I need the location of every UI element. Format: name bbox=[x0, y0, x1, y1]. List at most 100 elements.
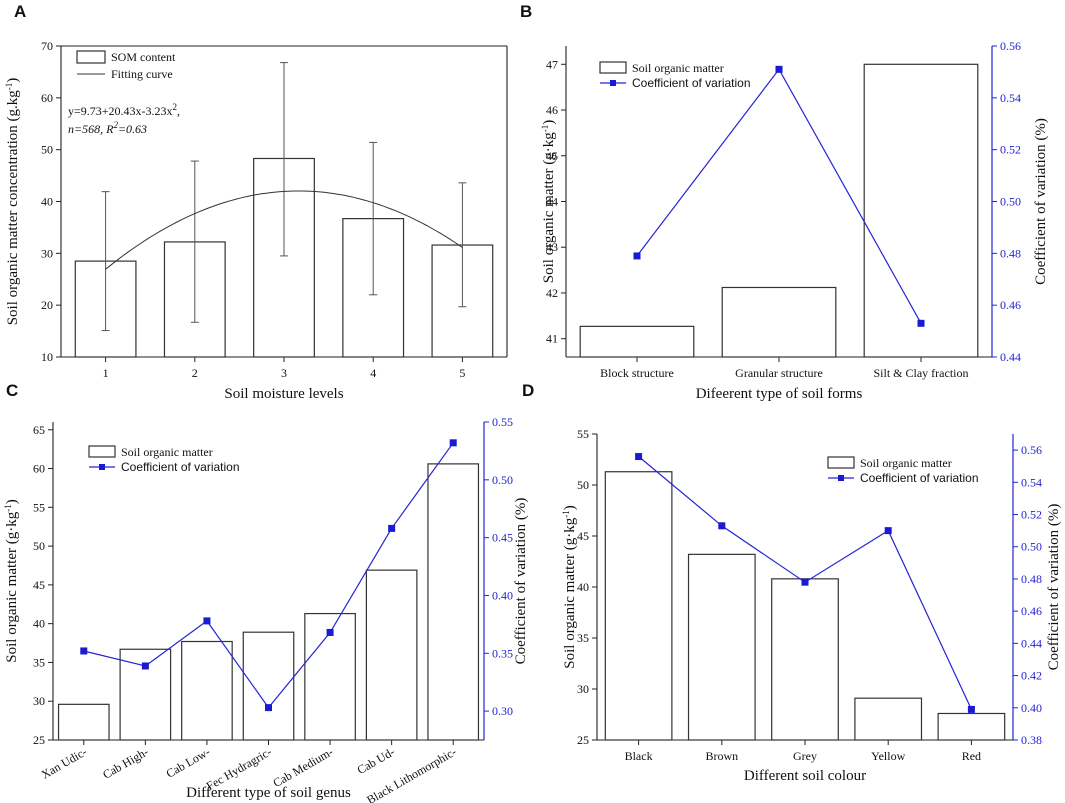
bar bbox=[721, 286, 837, 358]
legend-label: Soil organic matter bbox=[121, 445, 213, 459]
y2-tick-label: 0.46 bbox=[1000, 298, 1021, 312]
y-tick-label: 35 bbox=[33, 655, 45, 669]
fitting-curve bbox=[105, 190, 463, 270]
y-tick-label: 20 bbox=[41, 298, 53, 312]
cv-point bbox=[265, 704, 272, 712]
legend-swatch-bar bbox=[76, 50, 106, 64]
x-tick-label: Black bbox=[625, 749, 653, 763]
text-span: n=568, R bbox=[68, 122, 114, 136]
panel-a: A 10 20 30 40 50 60 70 1 2 3 4 5 Soil moisture levels… bbox=[4, 2, 508, 402]
y-tick-label: 44 bbox=[546, 195, 558, 209]
superscript: -1 bbox=[4, 83, 14, 91]
cv-point bbox=[801, 578, 809, 586]
y-tick-label: 50 bbox=[41, 143, 53, 157]
y-axis-label: Soil organic matter concentration (g.kg-… bbox=[4, 78, 21, 326]
bar bbox=[181, 640, 233, 741]
y-axis-label: Soil organic matter (g·kg-1) bbox=[540, 120, 557, 283]
y-tick-label: 30 bbox=[41, 246, 53, 260]
y-tick-label: 47 bbox=[546, 57, 558, 71]
panel-letter: C bbox=[6, 381, 18, 400]
y-tick-label: 46 bbox=[546, 103, 558, 117]
y2-tick-label: 0.48 bbox=[1021, 572, 1042, 586]
cv-point bbox=[449, 439, 457, 447]
y-tick-label: 45 bbox=[546, 149, 558, 163]
legend-swatch-bar bbox=[827, 456, 855, 469]
superscript: 2 bbox=[173, 102, 178, 112]
y-tick-label: 45 bbox=[577, 529, 589, 543]
panel-d: D 25 30 35 40 45 50 55 Black Brown Grey Yellow Red 0.… bbox=[522, 381, 1062, 784]
y2-tick-label: 0.56 bbox=[1000, 39, 1021, 53]
y-tick-label: 40 bbox=[33, 617, 45, 631]
legend-label: SOM content bbox=[111, 50, 176, 64]
text-span: ) bbox=[4, 499, 20, 504]
y2-tick-label: 0.38 bbox=[1021, 733, 1042, 747]
bar bbox=[863, 63, 979, 358]
y2-tick-label: 0.48 bbox=[1000, 246, 1021, 260]
bar bbox=[687, 553, 756, 741]
panel-letter: B bbox=[520, 2, 532, 21]
text-span: ) bbox=[541, 120, 557, 125]
x-tick-label: Granular structure bbox=[735, 366, 823, 380]
fit-stats: n=568, R2=0.63 bbox=[68, 120, 147, 136]
y2-tick-label: 0.55 bbox=[492, 415, 513, 429]
text-span: Soil organic matter (g·kg bbox=[4, 511, 20, 662]
y-tick-label: 60 bbox=[33, 462, 45, 476]
y-tick-label: 70 bbox=[41, 39, 53, 53]
x-axis-label: Difeerent type of soil forms bbox=[696, 386, 863, 402]
cv-point bbox=[635, 453, 643, 461]
text-span: y=9.73+20.43x-3.23x bbox=[68, 104, 173, 118]
y2-tick-label: 0.52 bbox=[1000, 143, 1021, 157]
panel-b: B 41 42 43 44 45 46 47 Block structure Granular s… bbox=[520, 2, 1049, 402]
x-tick-label: Block structure bbox=[600, 366, 674, 380]
y2-tick-label: 0.52 bbox=[1021, 508, 1042, 522]
x-tick-label: 2 bbox=[192, 366, 198, 380]
bar bbox=[119, 648, 172, 741]
cv-point bbox=[718, 522, 726, 530]
y2-tick-label: 0.40 bbox=[1021, 701, 1042, 715]
y2-tick-label: 0.35 bbox=[492, 646, 513, 660]
legend-swatch-point bbox=[838, 475, 844, 481]
cv-point bbox=[633, 252, 641, 260]
x-tick-label: Xan Udic- bbox=[39, 744, 90, 781]
legend-swatch-bar bbox=[599, 61, 627, 74]
y-tick-label: 30 bbox=[33, 694, 45, 708]
bar bbox=[304, 612, 356, 741]
x-tick-label: Cab Low- bbox=[164, 744, 213, 780]
text-span: Soil organic matter concentration (g.kg bbox=[5, 90, 21, 326]
y-tick-label: 40 bbox=[577, 580, 589, 594]
y-tick-label: 55 bbox=[577, 427, 589, 441]
panel-letter: A bbox=[14, 2, 26, 21]
y-tick-label: 55 bbox=[33, 500, 45, 514]
bar bbox=[365, 569, 418, 741]
x-tick-label: 4 bbox=[370, 366, 376, 380]
x-tick-label: Cab Medium- bbox=[271, 744, 336, 790]
y-tick-label: 43 bbox=[546, 240, 558, 254]
text-span: Soil organic matter (g·kg bbox=[541, 132, 557, 283]
x-tick-label: Grey bbox=[793, 749, 817, 763]
y2-tick-label: 0.54 bbox=[1000, 91, 1021, 105]
y2-tick-label: 0.50 bbox=[492, 473, 513, 487]
y-tick-label: 40 bbox=[41, 195, 53, 209]
y2-tick-label: 0.50 bbox=[1021, 540, 1042, 554]
bar bbox=[427, 463, 480, 741]
y-tick-label: 60 bbox=[41, 91, 53, 105]
bar bbox=[854, 697, 923, 741]
superscript: -1 bbox=[3, 504, 13, 512]
cv-point bbox=[80, 647, 88, 655]
legend-label: Soil organic matter bbox=[860, 456, 952, 470]
y2-tick-label: 0.56 bbox=[1021, 443, 1042, 457]
bar bbox=[242, 631, 295, 741]
x-tick-label: 3 bbox=[281, 366, 287, 380]
legend-label: Coefficient of variation bbox=[121, 460, 240, 474]
legend-swatch-bar bbox=[88, 445, 116, 458]
bar bbox=[771, 578, 839, 741]
cv-point bbox=[967, 705, 975, 713]
y2-tick-label: 0.46 bbox=[1021, 604, 1042, 618]
y-tick-label: 25 bbox=[33, 733, 45, 747]
x-axis-label: Different type of soil genus bbox=[186, 785, 351, 801]
x-tick-label: 5 bbox=[459, 366, 465, 380]
